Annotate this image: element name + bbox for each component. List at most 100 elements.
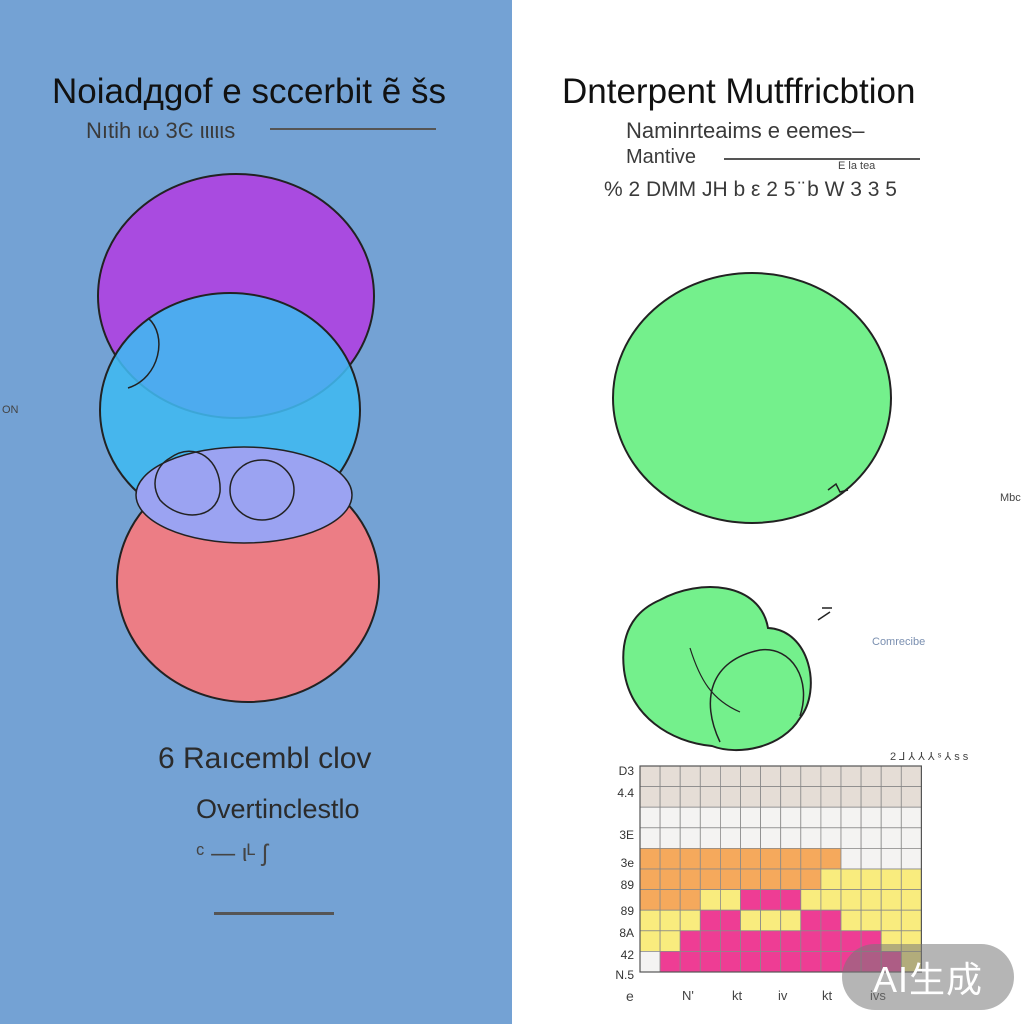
heatmap-cell: [760, 765, 782, 788]
heatmap-cell: [699, 786, 721, 808]
left-side-label: ON: [2, 404, 19, 416]
heatmap-row-label: 4.4: [617, 786, 634, 800]
heatmap-cell: [840, 848, 862, 870]
heatmap-x-label: kt: [822, 988, 833, 1003]
heatmap-cell: [760, 786, 782, 808]
heatmap-cell: [659, 868, 681, 891]
right-subtitle-line2: Mantive: [626, 146, 697, 168]
heatmap-cell: [720, 765, 741, 788]
heatmap-cell: [780, 868, 802, 891]
heatmap-cell: [639, 930, 661, 952]
heatmap-cell: [880, 806, 902, 829]
heatmap-frame: [639, 765, 922, 973]
heatmap-cell: [900, 827, 922, 849]
right-side-label: Mbc: [1000, 492, 1021, 504]
right-blob-inner-curve: [709, 649, 805, 743]
heatmap-cell: [699, 889, 721, 911]
heatmap-cell: [760, 827, 782, 849]
heatmap-cell: [860, 765, 882, 788]
heatmap-cell: [740, 827, 762, 849]
venn-sketch-lobe-a: [154, 450, 221, 516]
heatmap-cell: [760, 909, 782, 932]
heatmap-cell: [840, 909, 862, 932]
heatmap-x-label: iv: [778, 988, 788, 1003]
heatmap-cell: [880, 786, 902, 808]
heatmap-top-right-text: 2 ⅃ ⅄ ⅄ ⅄ ˢ ⅄ s s: [890, 751, 969, 763]
heatmap-cell: [740, 951, 762, 973]
heatmap-cell: [820, 848, 842, 870]
heatmap-cell: [820, 930, 842, 952]
heatmap-cell: [820, 889, 842, 911]
right-blob: [622, 586, 812, 752]
heatmap-cell: [740, 806, 762, 829]
heatmap-row-label: 89: [620, 904, 634, 918]
heatmap-cell: [720, 806, 741, 829]
heatmap-cell: [800, 930, 822, 952]
heatmap-cell: [720, 909, 741, 932]
left-caption-line3: ᶜ — ιᴸ ʃ: [196, 840, 268, 867]
heatmap-row-label: 42: [620, 948, 634, 962]
heatmap-cell: [800, 889, 822, 911]
heatmap-cell: [639, 806, 661, 829]
heatmap-cell: [860, 868, 882, 891]
left-panel-title: Noiadдgof e sccerbit ẽ šs: [52, 72, 446, 111]
right-subtitle-rule: [724, 158, 920, 160]
heatmap-cell: [699, 868, 721, 891]
heatmap-cell: [780, 848, 802, 870]
right-circle: [612, 272, 892, 524]
heatmap-cell: [699, 909, 721, 932]
heatmap-cell: [740, 786, 762, 808]
heatmap-cell: [860, 806, 882, 829]
heatmap-cell: [679, 765, 701, 788]
heatmap-cell: [679, 827, 701, 849]
left-caption-rule: [214, 912, 334, 915]
venn-sketch-curve: [127, 317, 160, 389]
left-caption-line2: Overtinclestlo: [196, 794, 360, 824]
heatmap-cell: [860, 889, 882, 911]
heatmap-cell: [639, 848, 661, 870]
heatmap-cell: [679, 868, 701, 891]
heatmap-cell: [720, 889, 741, 911]
heatmap-cell: [840, 827, 862, 849]
heatmap-cell: [840, 806, 862, 829]
heatmap-cell: [820, 765, 842, 788]
heatmap-cell: [780, 909, 802, 932]
heatmap-cell: [900, 868, 922, 891]
heatmap-grid: [639, 765, 922, 973]
heatmap-cell: [639, 868, 661, 891]
heatmap-cell: [840, 786, 862, 808]
heatmap-cell: [740, 889, 762, 911]
right-small-label: Comrecibe: [872, 636, 926, 648]
heatmap-cell: [860, 909, 882, 932]
heatmap-cell: [900, 909, 922, 932]
heatmap-cell: [659, 765, 681, 788]
heatmap-cell: [720, 848, 741, 870]
heatmap-cell: [880, 848, 902, 870]
right-subtitle-line2-small: E la tea: [838, 160, 876, 172]
heatmap-cell: [820, 951, 842, 973]
heatmap-cell: [639, 765, 661, 788]
heatmap-cell: [679, 951, 701, 973]
heatmap-cell: [760, 806, 782, 829]
right-circle-mark: [827, 482, 849, 493]
right-subtitle-line3: % 2 DMM JH b ε 2 5 ̈ b W 3 3 5: [604, 178, 897, 201]
heatmap-cell: [840, 765, 862, 788]
right-panel-title: Dnterpent Mutffricbtion: [562, 72, 916, 111]
heatmap-x-label: N': [682, 988, 694, 1003]
left-panel: Noiadдgof e sccerbit ẽ šs Nıtih ιω 3Ͼ ιι…: [0, 0, 512, 1024]
heatmap-cell: [740, 848, 762, 870]
heatmap-cell: [780, 951, 802, 973]
venn-overlap-region: [135, 446, 353, 544]
heatmap-cell: [740, 930, 762, 952]
left-caption-line1: 6 Raıcembl clov: [158, 742, 372, 775]
heatmap-cell: [800, 909, 822, 932]
heatmap-cell: [740, 909, 762, 932]
heatmap-cell: [800, 951, 822, 973]
heatmap-cell: [780, 806, 802, 829]
heatmap-cell: [800, 765, 822, 788]
heatmap-cell: [720, 868, 741, 891]
heatmap-cell: [900, 786, 922, 808]
heatmap-cell: [720, 930, 741, 952]
venn-diagram: [97, 173, 380, 703]
